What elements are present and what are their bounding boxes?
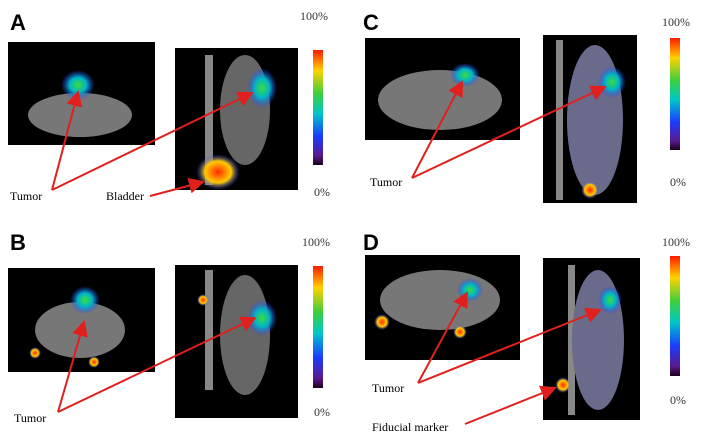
arrow [51, 90, 83, 191]
scale-max: 100% [302, 235, 330, 249]
panel-letter: B [10, 230, 26, 255]
scale-min: 0% [314, 185, 330, 199]
marker-signal [29, 347, 41, 359]
scale-min: 0% [670, 175, 686, 189]
scale-max: 100% [662, 235, 690, 249]
bed [205, 270, 213, 390]
tumor-signal [598, 66, 626, 98]
arrow [411, 85, 607, 179]
scale-min: 0% [314, 405, 330, 419]
arrow [411, 80, 463, 179]
scale-max: 100% [300, 9, 328, 23]
annotation: Fiducial marker [372, 420, 448, 434]
marker-signal [197, 294, 209, 306]
arrow [417, 291, 468, 384]
panel-c: C 100% 0% Tumor [363, 10, 690, 203]
tumor-signal [247, 300, 277, 336]
arrow [57, 316, 257, 413]
annotation: Tumor [372, 381, 404, 395]
colorbar [670, 38, 680, 150]
panel-letter: A [10, 10, 26, 35]
annotation: Tumor [10, 189, 42, 203]
panel-b: B 100% 0% Tumor [8, 230, 330, 425]
tumor-signal [598, 286, 622, 314]
bed [205, 55, 213, 185]
tumor-signal [70, 286, 100, 314]
panel-a: A 100% 0% Tumor Bladder [8, 9, 330, 203]
panel-letter: D [363, 230, 379, 255]
tumor-signal [247, 68, 277, 108]
arrow [417, 307, 602, 384]
panel-letter: C [363, 10, 379, 35]
marker-signal [555, 377, 571, 393]
arrow [57, 320, 88, 413]
panel-d: D 100% 0% Tumor Fiducial marker [363, 230, 690, 434]
scale-min: 0% [670, 393, 686, 407]
bed [568, 265, 575, 415]
colorbar [313, 50, 323, 165]
arrow [464, 385, 557, 425]
arrow [149, 177, 205, 197]
body [380, 270, 500, 330]
tumor-signal [450, 63, 480, 87]
scale-max: 100% [662, 15, 690, 29]
hot-signal [581, 181, 599, 199]
bed [556, 40, 563, 200]
arrow [51, 91, 254, 191]
annotation: Bladder [106, 189, 144, 203]
marker-signal [374, 314, 390, 330]
colorbar [670, 256, 680, 376]
body [378, 70, 502, 130]
annotation: Tumor [14, 411, 46, 425]
colorbar [313, 266, 323, 388]
marker-signal [453, 325, 467, 339]
tumor-signal [457, 278, 483, 302]
bladder-signal [196, 154, 240, 190]
body [28, 93, 132, 137]
marker-signal [88, 356, 100, 368]
annotation: Tumor [370, 175, 402, 189]
